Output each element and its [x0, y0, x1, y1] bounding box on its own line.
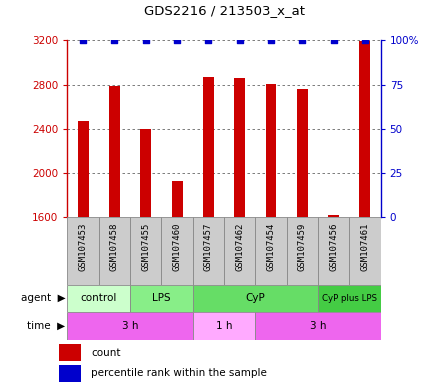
Bar	[108, 86, 120, 217]
Bar	[67, 312, 192, 340]
Point	[329, 37, 336, 43]
Text: LPS: LPS	[152, 293, 170, 303]
Text: GSM107459: GSM107459	[297, 223, 306, 271]
Text: GSM107460: GSM107460	[172, 223, 181, 271]
Bar	[192, 285, 317, 312]
Bar	[77, 121, 89, 217]
Point	[298, 37, 305, 43]
Text: GSM107456: GSM107456	[329, 223, 337, 271]
Point	[79, 37, 86, 43]
Bar	[349, 217, 380, 285]
Bar	[192, 312, 255, 340]
Text: GSM107453: GSM107453	[79, 223, 87, 271]
Text: GSM107457: GSM107457	[204, 223, 212, 271]
Point	[142, 37, 149, 43]
Bar	[296, 89, 307, 217]
Text: 3 h: 3 h	[309, 321, 326, 331]
Text: GSM107455: GSM107455	[141, 223, 150, 271]
Point	[361, 37, 368, 43]
Text: GDS2216 / 213503_x_at: GDS2216 / 213503_x_at	[143, 4, 304, 17]
Text: 1 h: 1 h	[215, 321, 232, 331]
Bar	[358, 41, 370, 217]
Bar	[130, 285, 192, 312]
Bar	[99, 217, 130, 285]
Text: GSM107458: GSM107458	[110, 223, 118, 271]
Text: agent  ▶: agent ▶	[20, 293, 65, 303]
Bar	[140, 129, 151, 217]
Bar	[171, 181, 182, 217]
Bar	[192, 217, 224, 285]
Point	[111, 37, 118, 43]
Bar	[59, 344, 81, 361]
Text: CyP plus LPS: CyP plus LPS	[321, 294, 376, 303]
Bar	[67, 285, 130, 312]
Point	[267, 37, 274, 43]
Text: GSM107454: GSM107454	[266, 223, 275, 271]
Text: count: count	[91, 348, 121, 358]
Text: CyP: CyP	[245, 293, 265, 303]
Bar	[255, 217, 286, 285]
Bar	[67, 217, 99, 285]
Point	[236, 37, 243, 43]
Text: control: control	[80, 293, 117, 303]
Point	[204, 37, 211, 43]
Bar	[286, 217, 317, 285]
Bar	[59, 365, 81, 382]
Bar	[202, 77, 214, 217]
Text: time  ▶: time ▶	[27, 321, 65, 331]
Bar	[161, 217, 192, 285]
Bar	[233, 78, 245, 217]
Bar	[317, 217, 349, 285]
Text: GSM107462: GSM107462	[235, 223, 243, 271]
Bar	[130, 217, 161, 285]
Bar	[224, 217, 255, 285]
Text: percentile rank within the sample: percentile rank within the sample	[91, 368, 266, 378]
Point	[173, 37, 180, 43]
Bar	[327, 215, 339, 217]
Text: GSM107461: GSM107461	[360, 223, 368, 271]
Text: 3 h: 3 h	[122, 321, 138, 331]
Bar	[255, 312, 380, 340]
Bar	[317, 285, 380, 312]
Bar	[265, 84, 276, 217]
